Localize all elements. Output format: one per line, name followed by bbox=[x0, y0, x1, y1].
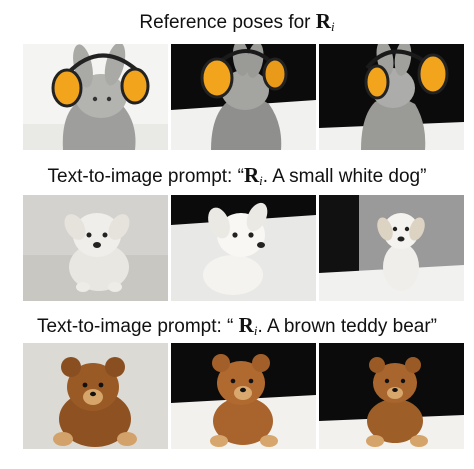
image-bear-pose-1 bbox=[23, 343, 168, 449]
image-bear-pose-2 bbox=[171, 343, 316, 449]
image-bunny-pose-3 bbox=[319, 44, 464, 150]
image-bear-pose-3 bbox=[319, 343, 464, 449]
caption-reference-poses: Reference poses for Ri bbox=[0, 9, 474, 39]
caption-text: Text-to-image prompt: “ bbox=[47, 166, 244, 187]
image-bunny-pose-2 bbox=[171, 44, 316, 150]
row-teddy-bear bbox=[23, 343, 464, 449]
symbol-sub: i bbox=[253, 323, 258, 338]
image-bunny-pose-1 bbox=[23, 44, 168, 150]
row-white-dog bbox=[23, 195, 464, 301]
row-reference-poses bbox=[23, 44, 464, 150]
caption-text: Text-to-image prompt: “ bbox=[36, 316, 239, 337]
symbol-r: R bbox=[238, 313, 254, 337]
caption-text: Reference poses for bbox=[139, 12, 316, 33]
symbol-sub: i bbox=[330, 19, 335, 34]
caption-suffix: . A small white dog” bbox=[262, 166, 427, 187]
symbol-r: R bbox=[315, 9, 331, 33]
image-dog-pose-2 bbox=[171, 195, 316, 301]
image-dog-pose-1 bbox=[23, 195, 168, 301]
symbol-r: R bbox=[243, 163, 260, 187]
caption-white-dog: Text-to-image prompt: “Ri. A small white… bbox=[0, 163, 474, 193]
image-dog-pose-3 bbox=[319, 195, 464, 301]
caption-suffix: . A brown teddy bear” bbox=[257, 316, 438, 337]
caption-teddy-bear: Text-to-image prompt: “ Ri. A brown tedd… bbox=[0, 313, 474, 343]
symbol-sub: i bbox=[259, 173, 263, 188]
